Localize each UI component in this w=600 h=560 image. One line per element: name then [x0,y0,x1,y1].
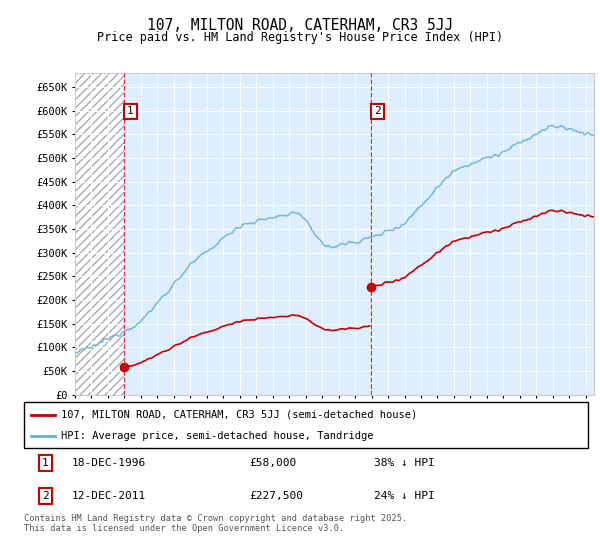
Text: 24% ↓ HPI: 24% ↓ HPI [374,491,434,501]
Text: £227,500: £227,500 [250,491,304,501]
Text: 12-DEC-2011: 12-DEC-2011 [72,491,146,501]
Text: £58,000: £58,000 [250,458,297,468]
Text: Price paid vs. HM Land Registry's House Price Index (HPI): Price paid vs. HM Land Registry's House … [97,31,503,44]
Text: 107, MILTON ROAD, CATERHAM, CR3 5JJ (semi-detached house): 107, MILTON ROAD, CATERHAM, CR3 5JJ (sem… [61,410,417,420]
Text: 2: 2 [374,106,381,116]
Text: 1: 1 [42,458,49,468]
Text: 2: 2 [42,491,49,501]
Bar [75,73,124,395]
Text: HPI: Average price, semi-detached house, Tandridge: HPI: Average price, semi-detached house,… [61,431,373,441]
Text: 18-DEC-1996: 18-DEC-1996 [72,458,146,468]
Text: Contains HM Land Registry data © Crown copyright and database right 2025.
This d: Contains HM Land Registry data © Crown c… [24,514,407,534]
FancyBboxPatch shape [24,402,588,448]
Text: 107, MILTON ROAD, CATERHAM, CR3 5JJ: 107, MILTON ROAD, CATERHAM, CR3 5JJ [147,18,453,33]
Text: 38% ↓ HPI: 38% ↓ HPI [374,458,434,468]
Text: 1: 1 [127,106,134,116]
